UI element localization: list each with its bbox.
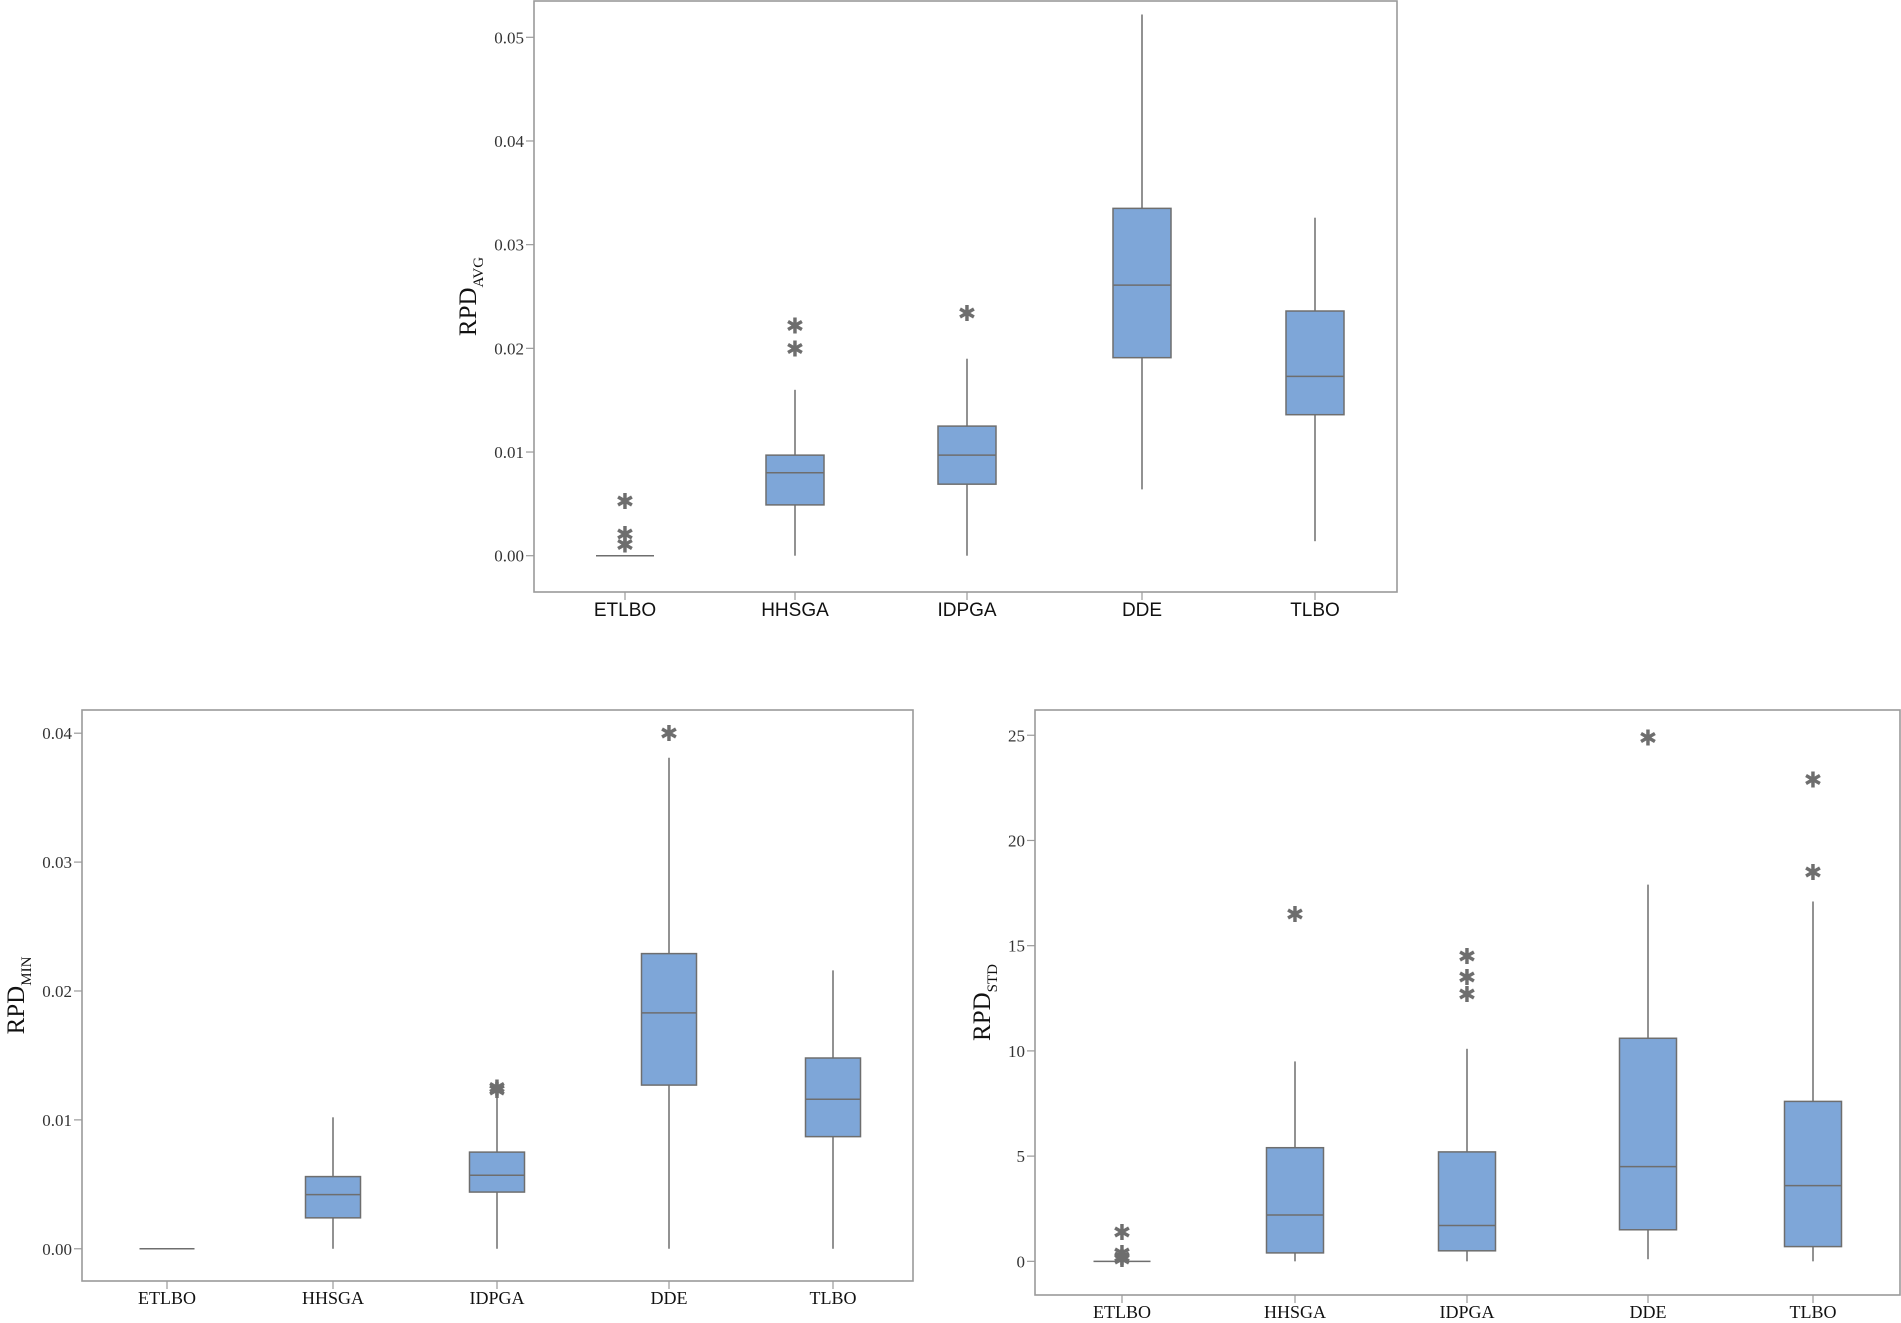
y-axis-title-sub: MIN [19,956,35,985]
y-tick-label: 0.03 [494,236,524,255]
chart-rpd-min: 0.00 0.01 0.02 0.03 0.04 ETLBO HHSGA IDPGA DDE TL… [3,709,914,1308]
outlier-marker: ✱ [786,315,804,340]
x-category-label: ETLBO [594,600,656,621]
x-category-label: TLBO [810,1288,857,1308]
iqr-box [640,952,698,1086]
y-axis-title-main: RPD [3,986,30,1035]
outlier-marker: ✱ [1113,1242,1131,1267]
x-category-label: TLBO [1790,1302,1837,1322]
y-tick-label: 25 [1008,726,1025,745]
outlier-marker: ✱ [1804,861,1822,886]
box-dde [1112,14,1172,490]
y-tick-label: 0 [1017,1252,1026,1271]
x-category-label: DDE [1630,1302,1667,1322]
box-hhsga: ✱✱ [765,315,825,556]
y-tick-label: 5 [1017,1147,1026,1166]
outlier-marker: ✱ [1113,1248,1131,1273]
x-category-label: IDPGA [469,1288,524,1308]
box-tlbo [804,970,862,1249]
box-hhsga: ✱ [1265,903,1325,1262]
outlier-marker: ✱ [616,533,634,558]
iqr-box [1285,310,1345,416]
box-tlbo [1285,217,1345,542]
x-category-label: DDE [1122,600,1162,621]
outlier-marker: ✱ [1804,768,1822,793]
outlier-marker: ✱ [1458,945,1476,970]
x-category-label: HHSGA [1264,1302,1326,1322]
outlier-marker: ✱ [1113,1221,1131,1246]
x-category-label: HHSGA [761,600,829,621]
chart-rpd-avg: 0.00 0.01 0.02 0.03 0.04 0.05 ETLBO HHSGA IDPGA D… [455,0,1398,621]
outlier-marker: ✱ [488,1079,506,1104]
y-tick-label: 0.04 [494,132,524,151]
iqr-box [1783,1100,1843,1248]
outlier-marker: ✱ [786,337,804,362]
outlier-marker: ✱ [1458,966,1476,991]
y-tick-label: 10 [1008,1042,1025,1061]
x-category-label: DDE [651,1288,688,1308]
x-category-label: TLBO [1290,600,1340,621]
y-tick-label: 15 [1008,937,1025,956]
box-idpga: ✱ [937,302,997,556]
outlier-marker: ✱ [488,1077,506,1102]
iqr-box [804,1057,862,1138]
iqr-box [765,454,825,506]
iqr-box [1265,1146,1325,1254]
box-idpga: ✱✱ [468,1077,526,1249]
x-category-label: HHSGA [302,1288,364,1308]
y-axis-title-main: RPD [455,287,482,336]
y-tick-label: 0.02 [42,982,72,1001]
y-axis-title-sub: AVG [471,257,487,288]
y-axis-title: RPDAVG [455,257,487,336]
outlier-marker: ✱ [958,302,976,327]
box-hhsga [304,1117,362,1249]
iqr-box [304,1175,362,1219]
x-category-label: ETLBO [138,1288,196,1308]
outlier-marker: ✱ [1458,983,1476,1008]
y-axis-title-main: RPD [969,992,996,1041]
iqr-box [1437,1151,1497,1252]
y-axis-title-sub: STD [985,964,1001,993]
y-tick-label: 0.04 [42,724,72,743]
outlier-marker: ✱ [1286,903,1304,928]
iqr-box [468,1151,526,1193]
y-tick-label: 0.00 [494,547,524,566]
y-axis-title: RPDSTD [969,964,1001,1041]
box-dde: ✱ [1618,726,1678,1260]
box-etlbo: ✱✱✱ [596,490,654,558]
y-tick-label: 0.01 [494,443,524,462]
box-etlbo: ✱✱✱✱ [1093,1221,1151,1273]
y-tick-label: 0.05 [494,28,524,47]
y-axis-title: RPDMIN [3,956,35,1034]
outlier-marker: ✱ [616,490,634,515]
box-tlbo: ✱✱ [1783,768,1843,1262]
plot-frame [533,0,1398,593]
iqr-box [1112,207,1172,359]
y-tick-label: 0.03 [42,853,72,872]
y-tick-label: 20 [1008,831,1025,850]
iqr-box [1618,1037,1678,1231]
y-tick-label: 0.00 [42,1240,72,1259]
outlier-marker: ✱ [616,523,634,548]
outlier-marker: ✱ [1113,1246,1131,1271]
x-category-label: ETLBO [1093,1302,1151,1322]
outlier-marker: ✱ [1639,726,1657,751]
x-category-label: IDPGA [1439,1302,1494,1322]
box-dde: ✱ [640,722,698,1249]
y-tick-label: 0.02 [494,339,524,358]
x-category-label: IDPGA [937,600,996,621]
box-idpga: ✱✱✱ [1437,945,1497,1262]
y-tick-label: 0.01 [42,1111,72,1130]
outlier-marker: ✱ [660,722,678,747]
